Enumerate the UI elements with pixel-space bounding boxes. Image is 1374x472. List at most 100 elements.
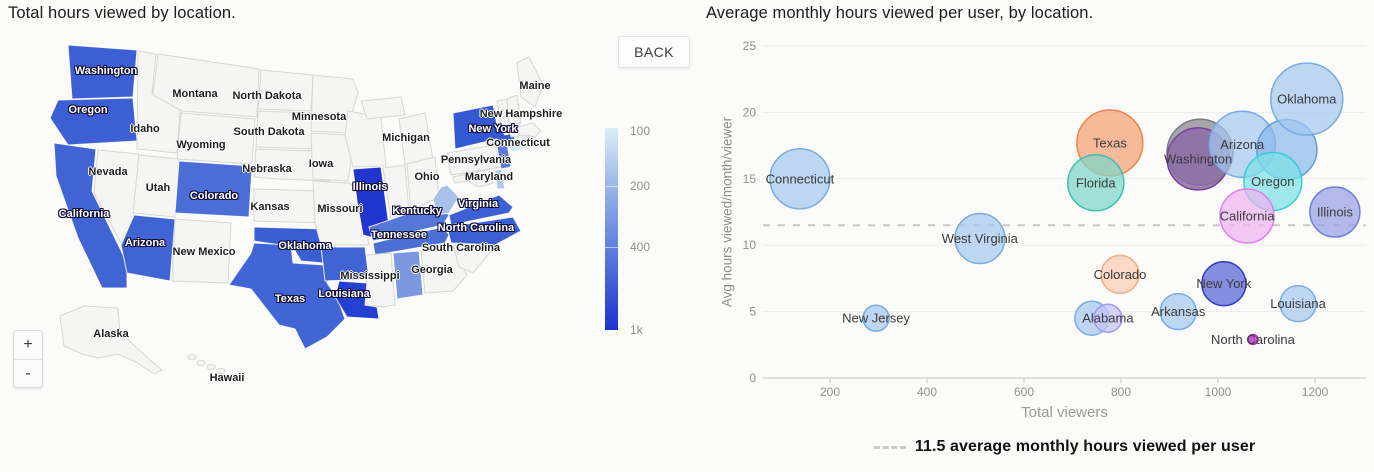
map-state-pennsylvania[interactable] xyxy=(446,144,502,176)
bubble-label-alabama: Alabama xyxy=(1082,311,1134,326)
map-state-utah[interactable] xyxy=(132,154,180,218)
dashed-line-swatch xyxy=(873,445,906,449)
map-state-massachusetts[interactable] xyxy=(508,122,542,138)
map-state-hawaii[interactable] xyxy=(187,354,197,360)
map-state-arizona[interactable] xyxy=(120,214,176,282)
map-state-wyoming[interactable] xyxy=(176,112,256,165)
y-tick-5: 5 xyxy=(749,305,756,319)
bubble-california[interactable] xyxy=(1219,188,1275,244)
legend-segment-line xyxy=(605,247,618,248)
bubble-arkansas[interactable] xyxy=(1159,292,1197,331)
bubble-new-york[interactable] xyxy=(1201,260,1247,307)
map-zoom-controls: + - xyxy=(13,330,43,388)
legend-tick-200: 200 xyxy=(630,179,651,193)
map-state-mississippi[interactable] xyxy=(364,252,396,308)
x-tick-600: 600 xyxy=(1014,385,1034,399)
map-state-hawaii[interactable] xyxy=(206,364,216,370)
map-state-south-carolina[interactable] xyxy=(452,244,494,274)
map-state-california[interactable] xyxy=(53,142,128,289)
map-state-connecticut[interactable] xyxy=(508,137,526,153)
zoom-out-button[interactable]: - xyxy=(14,359,42,387)
bubble-north-carolina[interactable] xyxy=(1247,333,1259,346)
y-tick-0: 0 xyxy=(749,371,756,385)
zoom-in-button[interactable]: + xyxy=(14,331,42,359)
map-state-alabama[interactable] xyxy=(392,250,424,300)
bubble-label-california: California xyxy=(1220,208,1276,223)
map-state-virginia[interactable] xyxy=(448,194,514,226)
map-state-hawaii[interactable] xyxy=(196,360,206,366)
back-button[interactable]: BACK xyxy=(618,36,690,68)
y-tick-15: 15 xyxy=(743,172,757,186)
x-tick-800: 800 xyxy=(1111,385,1131,399)
map-state-hawaii[interactable] xyxy=(216,368,226,374)
legend-tick-100: 100 xyxy=(630,124,651,138)
map-state-north-carolina[interactable] xyxy=(446,216,522,246)
bubble-unlabeled[interactable] xyxy=(1093,303,1123,333)
map-legend: 100 200 400 1k xyxy=(605,124,685,337)
bubble-label-louisiana: Louisiana xyxy=(1270,296,1326,311)
y-tick-20: 20 xyxy=(743,105,757,119)
map-state-new-mexico[interactable] xyxy=(171,218,232,284)
map-state-oregon[interactable] xyxy=(49,97,138,146)
x-axis-title: Total viewers xyxy=(1021,404,1108,421)
map-state-louisiana[interactable] xyxy=(334,280,380,320)
bubble-louisiana[interactable] xyxy=(1279,284,1317,323)
bubble-label-connecticut: Connecticut xyxy=(766,171,835,186)
legend-tick-400: 400 xyxy=(630,240,651,254)
map-state-michigan[interactable] xyxy=(360,96,406,120)
map-state-alaska[interactable] xyxy=(59,305,163,375)
bubble-label-florida: Florida xyxy=(1076,175,1117,190)
map-state-west-virginia[interactable] xyxy=(432,184,460,216)
bubble-label-oregon: Oregon xyxy=(1251,174,1294,189)
map-state-washington[interactable] xyxy=(67,44,138,100)
bubble-label-texas: Texas xyxy=(1093,135,1127,150)
bubble-label-washington: Washington xyxy=(1164,151,1232,166)
average-line-label: 11.5 average monthly hours viewed per us… xyxy=(914,438,1256,455)
x-tick-1200: 1200 xyxy=(1302,385,1329,399)
bubble-label-new-jersey: New Jersey xyxy=(842,311,910,326)
map-state-north-dakota[interactable] xyxy=(257,69,314,112)
map-state-montana[interactable] xyxy=(152,53,260,118)
bubble-illinois[interactable] xyxy=(1309,186,1361,238)
map-state-arkansas[interactable] xyxy=(320,246,370,282)
map-state-south-dakota[interactable] xyxy=(255,110,314,150)
bubble-label-new-york: New York xyxy=(1196,276,1251,291)
map-state-missouri[interactable] xyxy=(312,180,370,246)
bubble-colorado[interactable] xyxy=(1100,254,1140,295)
map-state-tennessee[interactable] xyxy=(372,226,450,256)
bubble-new-jersey[interactable] xyxy=(862,304,890,332)
legend-gradient-bar xyxy=(605,128,618,330)
chart-title: Average monthly hours viewed per user, b… xyxy=(706,4,1094,22)
bubble-west-virginia[interactable] xyxy=(954,212,1006,265)
legend-segment-line xyxy=(605,186,618,187)
chart-panel: Average monthly hours viewed per user, b… xyxy=(700,0,1374,472)
map-state-colorado[interactable] xyxy=(174,160,253,218)
map-title: Total hours viewed by location. xyxy=(8,4,236,22)
map-state-kentucky[interactable] xyxy=(368,204,450,242)
map-state-wisconsin[interactable] xyxy=(344,110,387,168)
map-state-texas[interactable] xyxy=(228,242,346,350)
bubble-connecticut[interactable] xyxy=(769,148,831,210)
map-state-new-jersey[interactable] xyxy=(496,142,512,170)
map-state-delaware[interactable] xyxy=(494,168,506,190)
map-state-iowa[interactable] xyxy=(310,132,353,182)
bubble-label-colorado: Colorado xyxy=(1094,267,1147,282)
map-state-michigan[interactable] xyxy=(398,112,434,165)
map-state-new-hampshire[interactable] xyxy=(506,94,522,126)
x-tick-200: 200 xyxy=(820,385,840,399)
bubble-florida[interactable] xyxy=(1067,154,1125,212)
map-state-georgia[interactable] xyxy=(420,246,468,294)
y-tick-10: 10 xyxy=(743,238,757,252)
bubble-oklahoma[interactable] xyxy=(1270,62,1344,136)
x-tick-400: 400 xyxy=(917,385,937,399)
bubble-label-west-virginia: West Virginia xyxy=(942,231,1019,246)
us-map xyxy=(49,44,544,375)
bubble-chart: 0 5 10 15 20 25 200 400 600 800 1000 1200 Connecticu… xyxy=(743,39,1366,399)
map-state-maine[interactable] xyxy=(516,56,544,108)
x-tick-1000: 1000 xyxy=(1205,385,1232,399)
bubble-label-illinois: Illinois xyxy=(1317,205,1354,220)
bubble-label-north-carolina: North Carolina xyxy=(1211,332,1296,347)
map-state-rhode-island[interactable] xyxy=(524,135,533,148)
map-panel: Total hours viewed by location. Washingt… xyxy=(8,4,690,388)
